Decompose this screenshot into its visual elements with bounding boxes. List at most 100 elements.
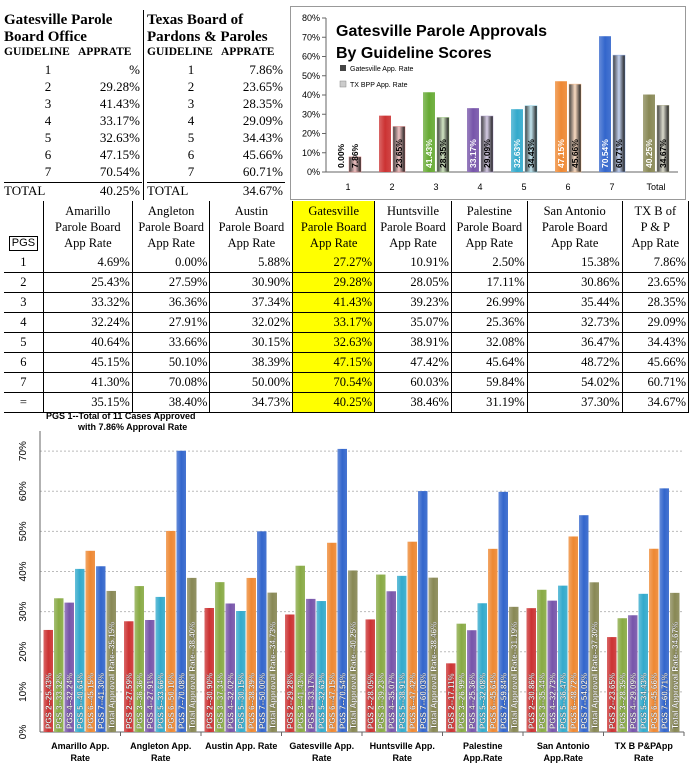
pgs-header: PGS — [4, 201, 44, 253]
x-tick-label: Rate — [70, 753, 90, 763]
bar — [526, 608, 536, 732]
texas-row: 3 28.35% — [147, 96, 285, 112]
bar — [659, 488, 669, 732]
rate-cell: 0.00% — [132, 253, 211, 273]
table-row: 5 40.64% 33.66% 30.15% 32.63% 38.91% 32.08% 36.… — [4, 332, 689, 353]
rate-cell: 32.24% — [43, 312, 133, 333]
bar — [555, 81, 567, 172]
pgs-cell: 7 — [4, 372, 44, 393]
texas-board-table: Texas Board of Pardons & Paroles GUIDELI… — [147, 12, 287, 202]
y-tick-label: 20% — [302, 129, 320, 139]
texas-rate: 7.86% — [249, 62, 283, 77]
gatesville-total-value: 40.25% — [99, 183, 140, 198]
texas-guideline: 1 — [187, 62, 195, 77]
gatesville-guideline: 7 — [44, 164, 52, 179]
y-tick-label: 0% — [307, 167, 320, 177]
data-label: PGS 7--59.84% — [499, 673, 508, 729]
x-tick-label: Huntsville App. — [370, 741, 435, 751]
chart-title: Gatesville Parole Approvals — [336, 23, 547, 40]
bar — [568, 83, 582, 173]
data-label: PGS 3--33.32% — [55, 673, 64, 729]
rate-cell: 29.28% — [292, 272, 376, 293]
bar — [386, 591, 396, 732]
gatesville-rate: 47.15% — [99, 147, 140, 162]
column-header-line: Parole Board — [55, 220, 121, 234]
rate-cell: 32.73% — [527, 312, 623, 333]
data-label: PGS 6--48.72% — [569, 673, 578, 729]
rate-cell: 38.40% — [132, 392, 211, 413]
data-label: PGS 2--30.90% — [205, 673, 214, 729]
bar — [166, 530, 176, 732]
texas-row: 5 34.43% — [147, 130, 285, 146]
column-header: Gatesville Parole Board App Rate — [292, 201, 376, 253]
legend-swatch — [340, 65, 346, 71]
texas-rate: 28.35% — [242, 96, 283, 111]
bar — [365, 619, 375, 732]
texas-rate: 60.71% — [242, 164, 283, 179]
bar — [337, 448, 347, 732]
y-tick-label: 0% — [18, 725, 29, 740]
data-label: PGS 7--60.03% — [419, 673, 428, 729]
data-label: 32.63% — [512, 139, 522, 168]
data-label: PGS 3--36.36% — [135, 673, 144, 729]
x-tick-label: Total — [646, 182, 665, 192]
rate-cell: 33.17% — [292, 312, 376, 333]
bar — [246, 577, 256, 732]
gatesville-rate: % — [129, 62, 140, 77]
bar — [64, 602, 74, 732]
data-label: PGS 7--41.30% — [97, 673, 106, 729]
data-label: PGS 7--50.00% — [258, 673, 267, 729]
rate-cell: 38.39% — [209, 352, 294, 373]
approval-rate-table: PGS Amarillo Parole Board App Rate Angleton P… — [4, 201, 689, 413]
y-tick-label: 50% — [18, 521, 29, 541]
x-tick-label: 2 — [389, 182, 394, 192]
table-row: 1 4.69% 0.00% 5.88% 27.27% 10.91% 2.50% 15.38% 7… — [4, 253, 689, 273]
bar — [498, 491, 508, 732]
bar — [407, 541, 417, 732]
x-tick-label: 6 — [565, 182, 570, 192]
bar — [509, 606, 519, 732]
data-label: PGS 2--27.59% — [125, 673, 134, 729]
gatesville-rate: 33.17% — [99, 113, 140, 128]
gatesville-row: 4 33.17% — [4, 113, 142, 129]
column-header-line: App Rate — [550, 236, 599, 250]
table-row: = 35.15% 38.40% 34.73% 40.25% 38.46% 31.19% 37.… — [4, 392, 689, 413]
column-header-line: App Rate — [227, 236, 276, 250]
data-label: PGS 7--70.08% — [177, 673, 186, 729]
rate-cell: 41.43% — [292, 292, 376, 313]
column-header-line: Amarillo — [65, 204, 111, 218]
bar — [348, 570, 358, 732]
x-tick-label: Angleton App. — [130, 741, 191, 751]
rate-cell: 31.19% — [451, 392, 528, 413]
column-header-line: Parole Board — [380, 220, 446, 234]
x-tick-label: Palestine — [463, 741, 503, 751]
bar — [511, 109, 523, 172]
bar — [134, 586, 144, 732]
bar — [547, 600, 557, 732]
bar — [85, 550, 95, 732]
bar — [295, 565, 305, 732]
rate-cell: 36.47% — [527, 332, 623, 353]
rate-cell: 50.00% — [209, 372, 294, 393]
rate-cell: 25.36% — [451, 312, 528, 333]
pgs-cell: 4 — [4, 312, 44, 333]
board-approval-rates-chart: 0% 10% 20% 30% 40% 50% 60% 70% PGS 1--Total of 1… — [18, 411, 685, 763]
table-row: 6 45.15% 50.10% 38.39% 47.15% 47.42% 45.64% 48.… — [4, 352, 689, 373]
rate-cell: 26.99% — [451, 292, 528, 313]
x-tick-label: App.Rate — [543, 753, 583, 763]
data-label: Total Approval Rate--34.67% — [671, 622, 680, 729]
pgs-cell: = — [4, 392, 44, 413]
bar — [607, 637, 617, 732]
rate-cell: 30.86% — [527, 272, 623, 293]
rate-cell: 36.36% — [132, 292, 211, 313]
rate-cell: 37.30% — [527, 392, 623, 413]
bar — [306, 598, 316, 732]
y-tick-label: 60% — [18, 481, 29, 501]
data-label: 29.09% — [482, 139, 492, 168]
rate-cell: 50.10% — [132, 352, 211, 373]
y-tick-label: 20% — [18, 642, 29, 662]
rate-cell: 60.03% — [374, 372, 452, 393]
column-header: Amarillo Parole Board App Rate — [43, 201, 133, 253]
data-label: PGS 3--39.23% — [377, 673, 386, 729]
legend-swatch — [339, 80, 347, 88]
